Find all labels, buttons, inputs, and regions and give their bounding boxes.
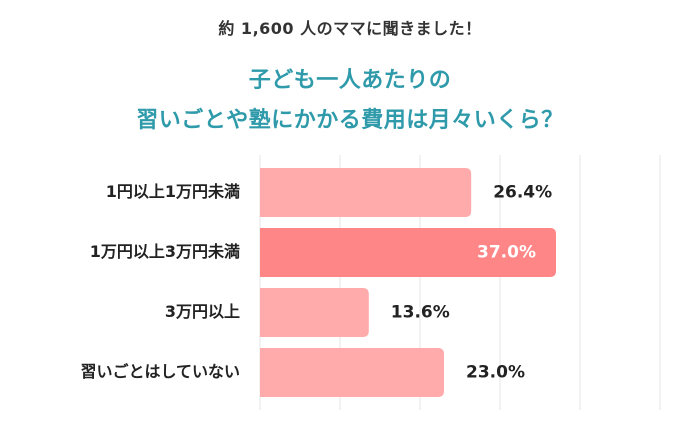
category-label: 習いごとはしていない: [80, 362, 240, 381]
bar: [260, 348, 444, 397]
chart-title-line-2: 習いごとや塾にかかる費用は月々いくら？: [136, 108, 564, 133]
data-label: 37.0%: [477, 243, 536, 263]
bar: [260, 228, 556, 277]
category-label: 3万円以上: [165, 302, 240, 321]
category-label: 1円以上1万円未満: [106, 182, 240, 201]
chart-title-line-1: 子ども一人あたりの: [248, 68, 452, 93]
survey-line: 約 1,600 人のママに聞きました！: [218, 19, 482, 38]
data-label: 13.6%: [391, 303, 450, 323]
category-label: 1万円以上3万円未満: [90, 242, 240, 261]
bar: [260, 288, 369, 337]
bar: [260, 168, 472, 217]
data-label: 26.4%: [493, 183, 552, 203]
data-label: 23.0%: [466, 363, 525, 383]
